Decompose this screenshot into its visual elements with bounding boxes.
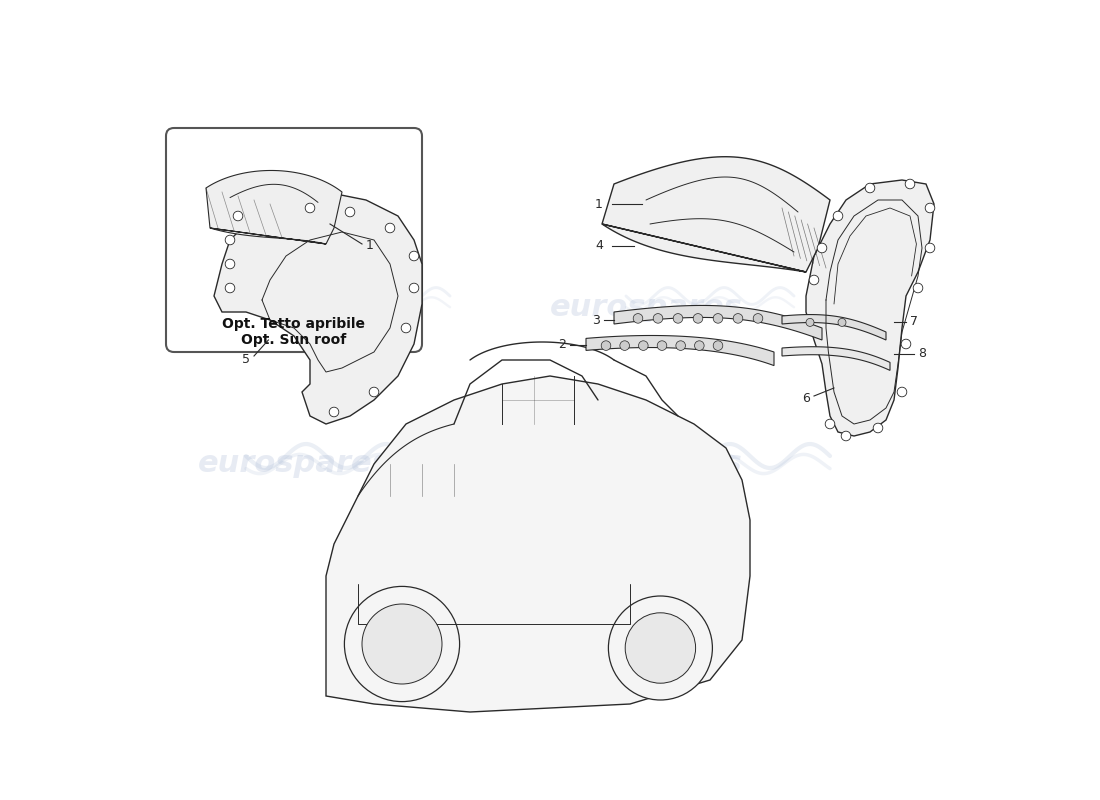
Circle shape (305, 203, 315, 213)
Circle shape (409, 251, 419, 261)
Text: eurospares: eurospares (198, 450, 390, 478)
Circle shape (905, 179, 915, 189)
PathPatch shape (806, 180, 934, 436)
Text: eurospares: eurospares (550, 294, 742, 322)
Text: Opt. Sun roof: Opt. Sun roof (241, 333, 346, 347)
Circle shape (842, 431, 850, 441)
Text: Opt. Tetto apribile: Opt. Tetto apribile (222, 317, 365, 331)
Circle shape (673, 314, 683, 323)
Circle shape (344, 586, 460, 702)
Text: 2: 2 (558, 338, 566, 351)
Circle shape (866, 183, 874, 193)
Circle shape (817, 243, 827, 253)
Text: 4: 4 (595, 239, 603, 252)
Text: 3: 3 (592, 314, 600, 326)
Circle shape (634, 314, 642, 323)
Circle shape (833, 211, 843, 221)
Text: eurospares: eurospares (550, 450, 742, 478)
Circle shape (694, 341, 704, 350)
Circle shape (734, 314, 742, 323)
Circle shape (226, 283, 234, 293)
Circle shape (233, 211, 243, 221)
PathPatch shape (614, 306, 822, 340)
Text: eurospares: eurospares (198, 294, 390, 322)
Circle shape (608, 596, 713, 700)
Circle shape (345, 207, 355, 217)
PathPatch shape (206, 170, 342, 244)
Circle shape (409, 283, 419, 293)
Circle shape (693, 314, 703, 323)
Circle shape (873, 423, 883, 433)
Text: 7: 7 (910, 315, 918, 328)
PathPatch shape (214, 192, 422, 424)
Circle shape (925, 243, 935, 253)
Circle shape (713, 341, 723, 350)
PathPatch shape (782, 314, 886, 340)
Circle shape (402, 323, 410, 333)
Circle shape (713, 314, 723, 323)
Circle shape (362, 604, 442, 684)
Circle shape (754, 314, 762, 323)
Circle shape (226, 235, 234, 245)
Circle shape (810, 275, 818, 285)
Circle shape (625, 613, 695, 683)
Circle shape (925, 203, 935, 213)
Circle shape (901, 339, 911, 349)
Text: 1: 1 (595, 198, 603, 210)
Circle shape (653, 314, 663, 323)
Circle shape (602, 341, 610, 350)
Circle shape (657, 341, 667, 350)
FancyBboxPatch shape (166, 128, 422, 352)
Text: 5: 5 (242, 354, 250, 366)
Circle shape (329, 407, 339, 417)
Text: 8: 8 (918, 347, 926, 360)
Circle shape (620, 341, 629, 350)
Circle shape (898, 387, 906, 397)
Circle shape (370, 387, 378, 397)
Circle shape (675, 341, 685, 350)
Circle shape (806, 318, 814, 326)
Circle shape (825, 419, 835, 429)
PathPatch shape (586, 335, 774, 366)
Circle shape (913, 283, 923, 293)
Circle shape (638, 341, 648, 350)
Text: 1: 1 (366, 239, 374, 252)
Text: 6: 6 (802, 392, 810, 405)
PathPatch shape (326, 376, 750, 712)
PathPatch shape (782, 346, 890, 370)
PathPatch shape (602, 157, 830, 272)
Circle shape (838, 318, 846, 326)
Circle shape (226, 259, 234, 269)
Circle shape (385, 223, 395, 233)
